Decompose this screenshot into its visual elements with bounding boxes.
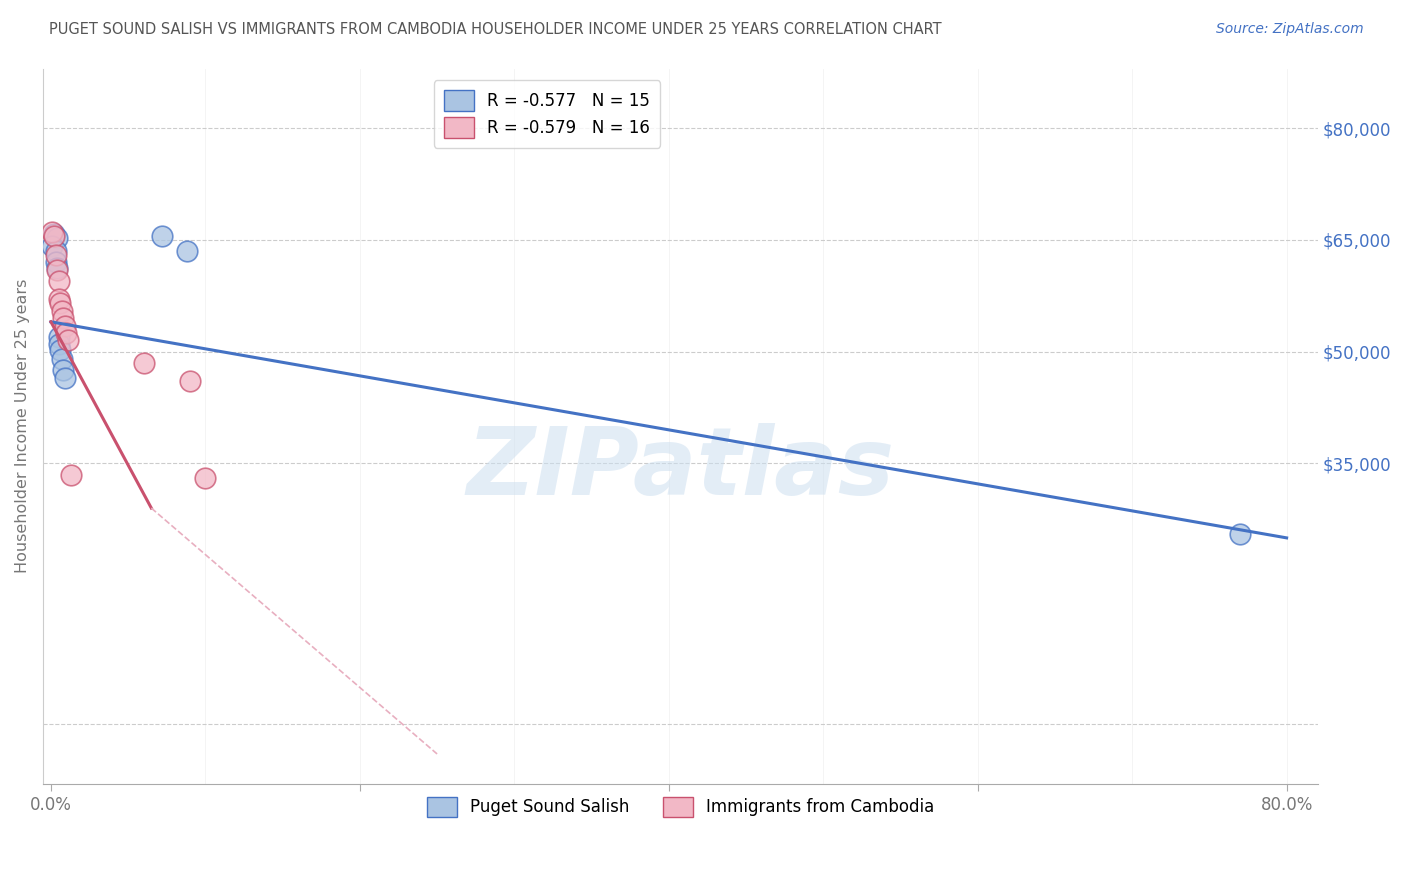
Point [41, 239, 63, 253]
Point [48, 293, 70, 307]
Point [51, 352, 73, 367]
Point [45, 244, 67, 258]
Point [45, 248, 67, 262]
Point [194, 471, 217, 485]
Text: ZIPatlas: ZIPatlas [467, 423, 894, 515]
Point [176, 244, 198, 258]
Point [42, 229, 65, 244]
Point [56, 334, 79, 348]
Point [51, 303, 73, 318]
Point [48, 329, 70, 343]
Point [55, 326, 77, 340]
Point [1229, 527, 1251, 541]
Point [46, 262, 69, 277]
Point [42, 227, 65, 241]
Point [48, 337, 70, 351]
Point [53, 370, 76, 384]
Point [45, 255, 67, 269]
Point [46, 261, 69, 276]
Point [59, 467, 82, 482]
Point [53, 318, 76, 333]
Point [52, 363, 75, 377]
Y-axis label: Householder Income Under 25 years: Householder Income Under 25 years [15, 279, 30, 574]
Point [49, 296, 72, 310]
Point [49, 343, 72, 358]
Point [46, 231, 69, 245]
Point [179, 375, 201, 389]
Point [150, 229, 173, 244]
Point [48, 274, 70, 288]
Text: PUGET SOUND SALISH VS IMMIGRANTS FROM CAMBODIA HOUSEHOLDER INCOME UNDER 25 YEARS: PUGET SOUND SALISH VS IMMIGRANTS FROM CA… [49, 22, 942, 37]
Text: Source: ZipAtlas.com: Source: ZipAtlas.com [1216, 22, 1364, 37]
Point [41, 226, 63, 240]
Point [52, 311, 75, 326]
Point [132, 356, 155, 370]
Legend: Puget Sound Salish, Immigrants from Cambodia: Puget Sound Salish, Immigrants from Camb… [418, 789, 942, 825]
